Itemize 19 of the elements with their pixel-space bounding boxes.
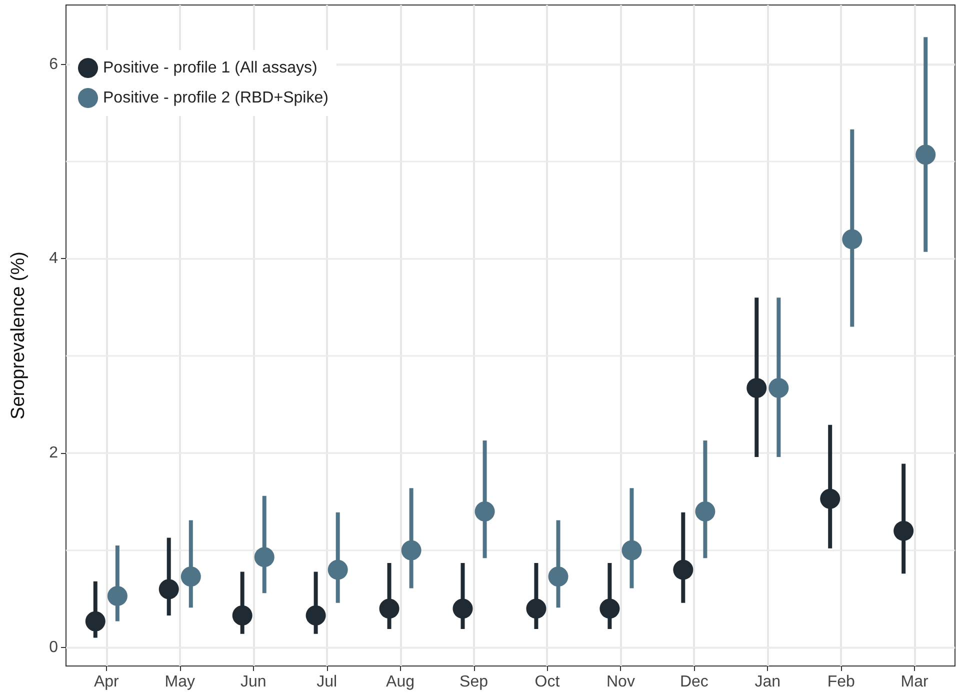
x-tick-label: Aug [386, 674, 415, 690]
y-axis-title: Seroprevalence (%) [8, 252, 29, 420]
x-tick-label: Oct [534, 674, 560, 690]
y-tick-label: 2 [49, 444, 58, 462]
x-tick-label: Dec [680, 674, 708, 690]
y-tick-label: 4 [49, 250, 58, 268]
x-tick-label: Mar [900, 674, 930, 690]
legend-label: Positive - profile 2 (RBD+Spike) [103, 90, 328, 106]
x-tick-label: Jun [240, 674, 266, 690]
x-tick-label: Apr [94, 674, 120, 690]
x-tick-label: Feb [827, 674, 856, 690]
x-tick-label: Sep [460, 674, 488, 690]
x-tick-label: May [164, 674, 195, 690]
x-tick-label: Nov [606, 674, 635, 690]
x-tick-label: Jan [754, 674, 781, 690]
y-tick-label: 0 [49, 639, 58, 656]
y-tick-label: 6 [49, 56, 58, 73]
legend-label: Positive - profile 1 (All assays) [103, 60, 318, 76]
x-tick-label: Jul [316, 674, 338, 690]
